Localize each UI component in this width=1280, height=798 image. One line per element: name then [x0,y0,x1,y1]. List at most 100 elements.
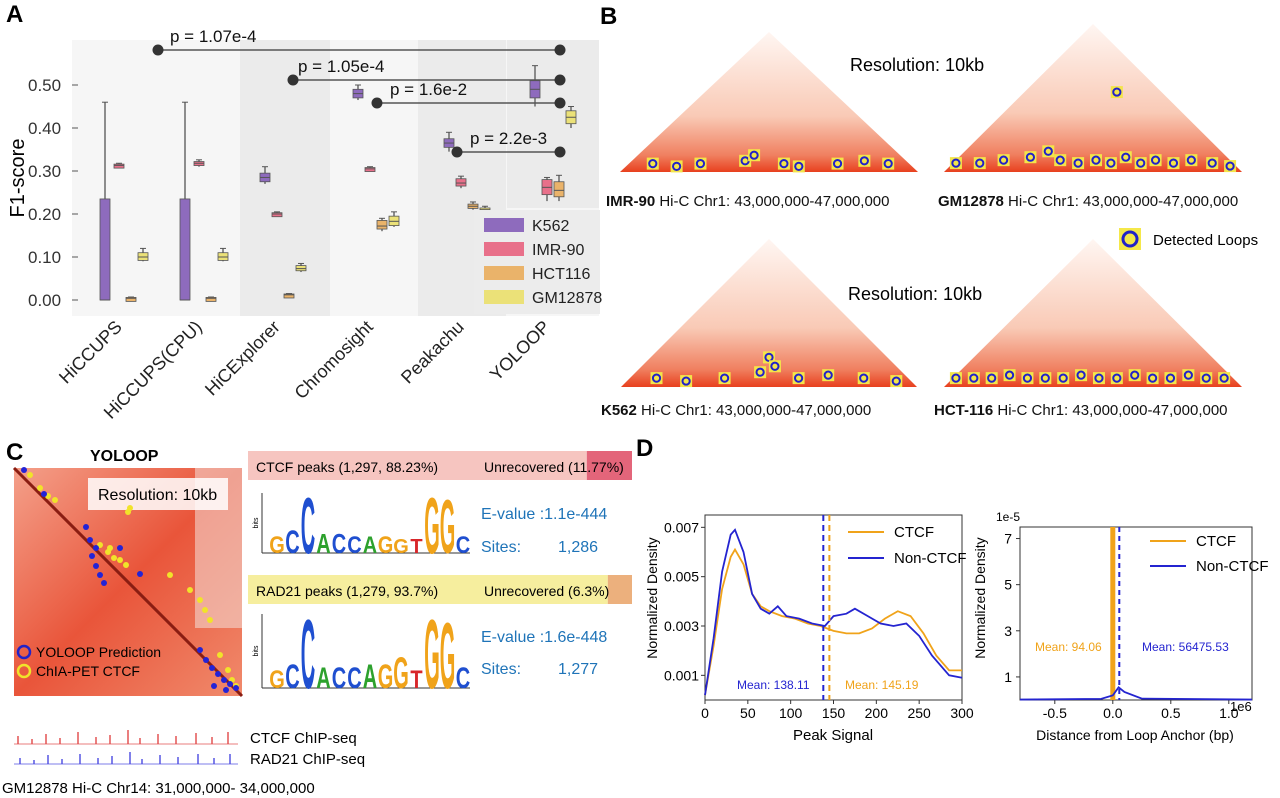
x-tick-label: 300 [950,705,974,721]
loop-icon [859,373,869,383]
loop-icon [1168,158,1179,168]
motif-letter: C [347,531,361,558]
left-plot-frame [704,514,963,701]
x-tick-label: YOLOOP [486,317,554,385]
loop-icon [651,373,662,383]
predicted-loop [221,677,227,683]
panel-a-boxplot: F1-score 0.00 0.10 0.20 0.30 0.40 0.50 p = 1.… [7,27,602,423]
box-HCT116-Chromosight [376,217,388,232]
motif2-sites-label: Sites: [481,661,521,678]
motif-letter: G [269,666,285,693]
chiapet-loop [52,497,58,503]
box-IMR-90-HiCCUPS [113,162,125,169]
chiapet-loop [225,667,231,673]
right-plot-frame [1019,526,1253,701]
x-tick-label: -0.5 [1043,705,1067,721]
loop-icon [1121,230,1139,248]
loop-icon [770,361,780,371]
coords: Hi-C Chr1: 43,000,000-47,000,000 [659,193,889,210]
d-right-xscale: 1e6 [1230,699,1252,714]
loop-icon [1201,373,1211,383]
loop-icon [1025,152,1036,162]
motif-letter: G [269,531,285,558]
predicted-loop [227,681,233,687]
loop-icon [1094,373,1104,383]
box-IMR-90-HiCExplorer [271,211,283,218]
predicted-loop [197,647,203,653]
loop-icon [1112,87,1122,97]
hic-triangle [944,24,1242,172]
predicted-loop [97,572,103,578]
d-left-mean-non: Mean: 138.11 [737,678,810,692]
d-right-mean-ctcf: Mean: 94.06 [1035,640,1102,654]
loop-icon [749,150,759,160]
motif-letter: A [363,656,377,695]
y-tick-label: 7 [1004,531,1012,547]
resolution-label: Resolution: 10kb [98,487,217,504]
loop-icon [823,370,833,380]
cell-line: IMR-90 [606,193,659,210]
loop-icon [1112,373,1122,383]
x-tick-label: 250 [907,705,931,721]
loop-icon [1022,373,1033,383]
resolution-label-bottom: Resolution: 10kb [848,284,982,304]
coords: Hi-C Chr1: 43,000,000-47,000,000 [997,402,1227,419]
box [125,297,137,302]
loop-icon [951,158,961,168]
hic-triangle [944,239,1242,387]
legend-swatch [484,266,524,280]
loop-icon [755,367,765,377]
motif-letter: G [393,536,409,558]
y-tick-label: 0.007 [664,519,699,535]
motif-letter: G [393,649,409,698]
loop-icon [1055,155,1065,165]
box-GM12878-HiCCUPS [137,247,149,262]
y-tick-label: 0.40 [28,119,61,138]
predicted-loop [223,687,229,693]
recovery-bars [248,451,632,604]
chip-seq-tracks [14,730,238,765]
y-tick-label: 0.30 [28,162,61,181]
predicted-loop [137,571,143,577]
d-right-yscale: 1e-5 [996,510,1020,524]
box-HCT116-HiCCUPS [125,296,137,302]
d-right-mean-non: Mean: 56475.53 [1142,640,1229,654]
predicted-loop [117,545,123,551]
x-tick-label: 150 [822,705,846,721]
box-IMR-90-Chromosight [364,166,376,172]
hic-map-IMR-90 [620,32,918,173]
non-ctcf-density-curve [1019,686,1253,701]
box-HCT116-YOLOOP [553,174,565,202]
box-K562-Peakachu [443,131,455,152]
legend-swatch [484,290,524,304]
loop-icon [1043,146,1053,156]
comparison-dot [554,44,566,56]
loop-icon [832,159,843,169]
cell-line: HCT-116 [934,402,997,419]
loop-icon [1148,373,1158,383]
chiapet-loop [197,597,203,603]
chiapet-loop [202,607,208,613]
coords: Hi-C Chr1: 43,000,000-47,000,000 [1008,193,1238,210]
motif-letter: T [410,666,422,693]
legend-label: HCT116 [532,266,590,283]
hic-map-caption: K562 Hi-C Chr1: 43,000,000-47,000,000 [601,402,871,419]
predicted-loop [93,563,99,569]
box-IMR-90-HiCCUPS(CPU) [193,159,205,167]
predicted-loop [233,685,239,691]
hic-map-HCT-116 [944,239,1242,387]
unrecovered-bar [607,575,632,604]
recovered-bar [248,451,587,480]
comparison-dot [287,74,299,86]
motif-letter: C [456,662,470,695]
comparison-dot [371,97,383,109]
loop-icon [1183,370,1193,380]
chiapet-loop [125,509,131,515]
d-left-xlabel: Peak Signal [793,727,873,744]
box-HCT116-HiCCUPS(CPU) [205,296,217,302]
predicted-loop [93,545,99,551]
loop-icon [1106,158,1116,168]
motif-letter: G [378,531,394,558]
box [113,163,125,169]
loop-icon [1136,158,1146,168]
